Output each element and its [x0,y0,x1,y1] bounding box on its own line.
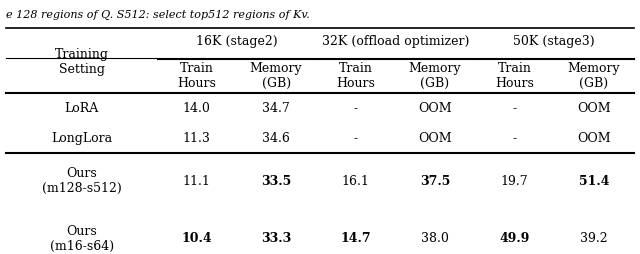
Text: 33.3: 33.3 [261,231,291,244]
Text: 33.5: 33.5 [261,174,291,187]
Text: e 128 regions of Q. S512: select top512 regions of Kv.: e 128 regions of Q. S512: select top512 … [6,10,310,20]
Text: 11.3: 11.3 [182,132,211,145]
Text: 16.1: 16.1 [342,174,369,187]
Text: LoRA: LoRA [65,102,99,115]
Text: Memory
(GB): Memory (GB) [250,61,303,89]
Text: LongLora: LongLora [51,132,112,145]
Text: Train
Hours: Train Hours [336,61,375,89]
Text: OOM: OOM [418,132,452,145]
Text: 34.6: 34.6 [262,132,290,145]
Text: Ours
(m16-s64): Ours (m16-s64) [50,224,114,252]
Text: OOM: OOM [577,132,611,145]
Text: 10.4: 10.4 [181,231,212,244]
Text: -: - [513,132,516,145]
Text: Memory
(GB): Memory (GB) [409,61,461,89]
Text: 16K (stage2): 16K (stage2) [196,35,277,48]
Text: 39.2: 39.2 [580,231,608,244]
Text: 34.7: 34.7 [262,102,290,115]
Text: 19.7: 19.7 [500,174,528,187]
Text: 11.1: 11.1 [182,174,211,187]
Text: 32K (offload optimizer): 32K (offload optimizer) [321,35,469,48]
Text: -: - [513,102,516,115]
Text: 38.0: 38.0 [421,231,449,244]
Text: 37.5: 37.5 [420,174,450,187]
Text: OOM: OOM [418,102,452,115]
Text: 14.0: 14.0 [182,102,211,115]
Text: -: - [353,132,358,145]
Text: Training
Setting: Training Setting [54,48,109,76]
Text: Memory
(GB): Memory (GB) [568,61,620,89]
Text: Ours
(m128-s512): Ours (m128-s512) [42,166,122,194]
Text: -: - [353,102,358,115]
Text: 51.4: 51.4 [579,174,609,187]
Text: 50K (stage3): 50K (stage3) [513,35,595,48]
Text: Train
Hours: Train Hours [177,61,216,89]
Text: Train
Hours: Train Hours [495,61,534,89]
Text: OOM: OOM [577,102,611,115]
Text: 49.9: 49.9 [499,231,530,244]
Text: 14.7: 14.7 [340,231,371,244]
